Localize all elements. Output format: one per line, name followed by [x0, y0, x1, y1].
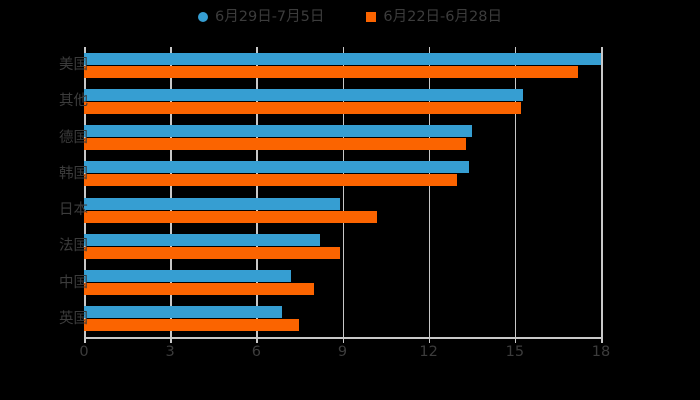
x-tick-label-12: 12	[419, 344, 438, 360]
bar-1-6[interactable]	[84, 283, 314, 296]
bar-1-7[interactable]	[84, 319, 300, 332]
gridline-12	[428, 47, 431, 337]
y-axis-label-4: 日本	[59, 202, 88, 219]
legend-item-series-0[interactable]: 6月29日-7月5日	[198, 10, 324, 25]
bar-0-3[interactable]	[84, 161, 469, 174]
bar-0-0[interactable]	[84, 52, 601, 65]
x-tick-label-0: 0	[79, 344, 89, 360]
legend-item-series-1[interactable]: 6月22日-6月28日	[366, 10, 502, 25]
x-tick-mark-12	[428, 337, 431, 343]
plot-area: 0 3 6 9 12 15 18	[79, 47, 610, 360]
bar-1-2[interactable]	[84, 138, 466, 151]
bar-0-2[interactable]	[84, 125, 472, 138]
x-tick-mark-3	[170, 337, 172, 343]
legend-label-series-0: 6月29日-7月5日	[215, 8, 325, 25]
bar-1-1[interactable]	[84, 101, 521, 114]
gridline-18	[601, 47, 603, 337]
y-axis-label-0: 美国	[59, 57, 88, 74]
y-axis-label-1: 其他	[59, 93, 88, 110]
x-tick-mark-0	[84, 337, 86, 343]
x-tick-mark-6	[256, 337, 258, 343]
y-axis-label-3: 韩国	[59, 165, 88, 182]
x-tick-label-18: 18	[591, 344, 611, 360]
bar-0-7[interactable]	[84, 306, 283, 319]
x-tick-label-9: 9	[337, 344, 348, 360]
legend-swatch-circle-icon	[198, 12, 209, 22]
bar-0-5[interactable]	[84, 233, 320, 246]
y-axis-line	[84, 47, 86, 337]
chart-legend: 6月29日-7月5日 6月22日-6月28日	[0, 4, 700, 30]
gridline-15	[514, 47, 517, 337]
x-tick-mark-9	[342, 337, 344, 343]
x-tick-label-15: 15	[505, 344, 525, 360]
y-axis-label-5: 法国	[59, 238, 88, 255]
bar-1-3[interactable]	[84, 174, 458, 187]
y-axis-label-6: 中国	[59, 274, 88, 291]
y-axis-label-2: 德国	[59, 129, 88, 146]
x-tick-mark-15	[514, 337, 517, 343]
bar-1-4[interactable]	[84, 210, 377, 223]
legend-label-series-1: 6月22日-6月28日	[383, 8, 502, 25]
gridline-9	[342, 47, 344, 337]
gridline-6	[256, 47, 258, 337]
bar-0-4[interactable]	[84, 197, 340, 210]
bar-1-5[interactable]	[84, 246, 340, 259]
gridline-3	[170, 47, 172, 337]
x-tick-mark-18	[601, 337, 603, 343]
bar-0-1[interactable]	[84, 88, 524, 101]
legend-swatch-square-icon	[366, 12, 377, 22]
bar-0-6[interactable]	[84, 270, 291, 283]
bar-1-0[interactable]	[84, 65, 579, 78]
x-tick-label-3: 3	[165, 344, 175, 360]
x-tick-label-6: 6	[251, 344, 261, 360]
y-axis-label-7: 英国	[59, 310, 88, 327]
